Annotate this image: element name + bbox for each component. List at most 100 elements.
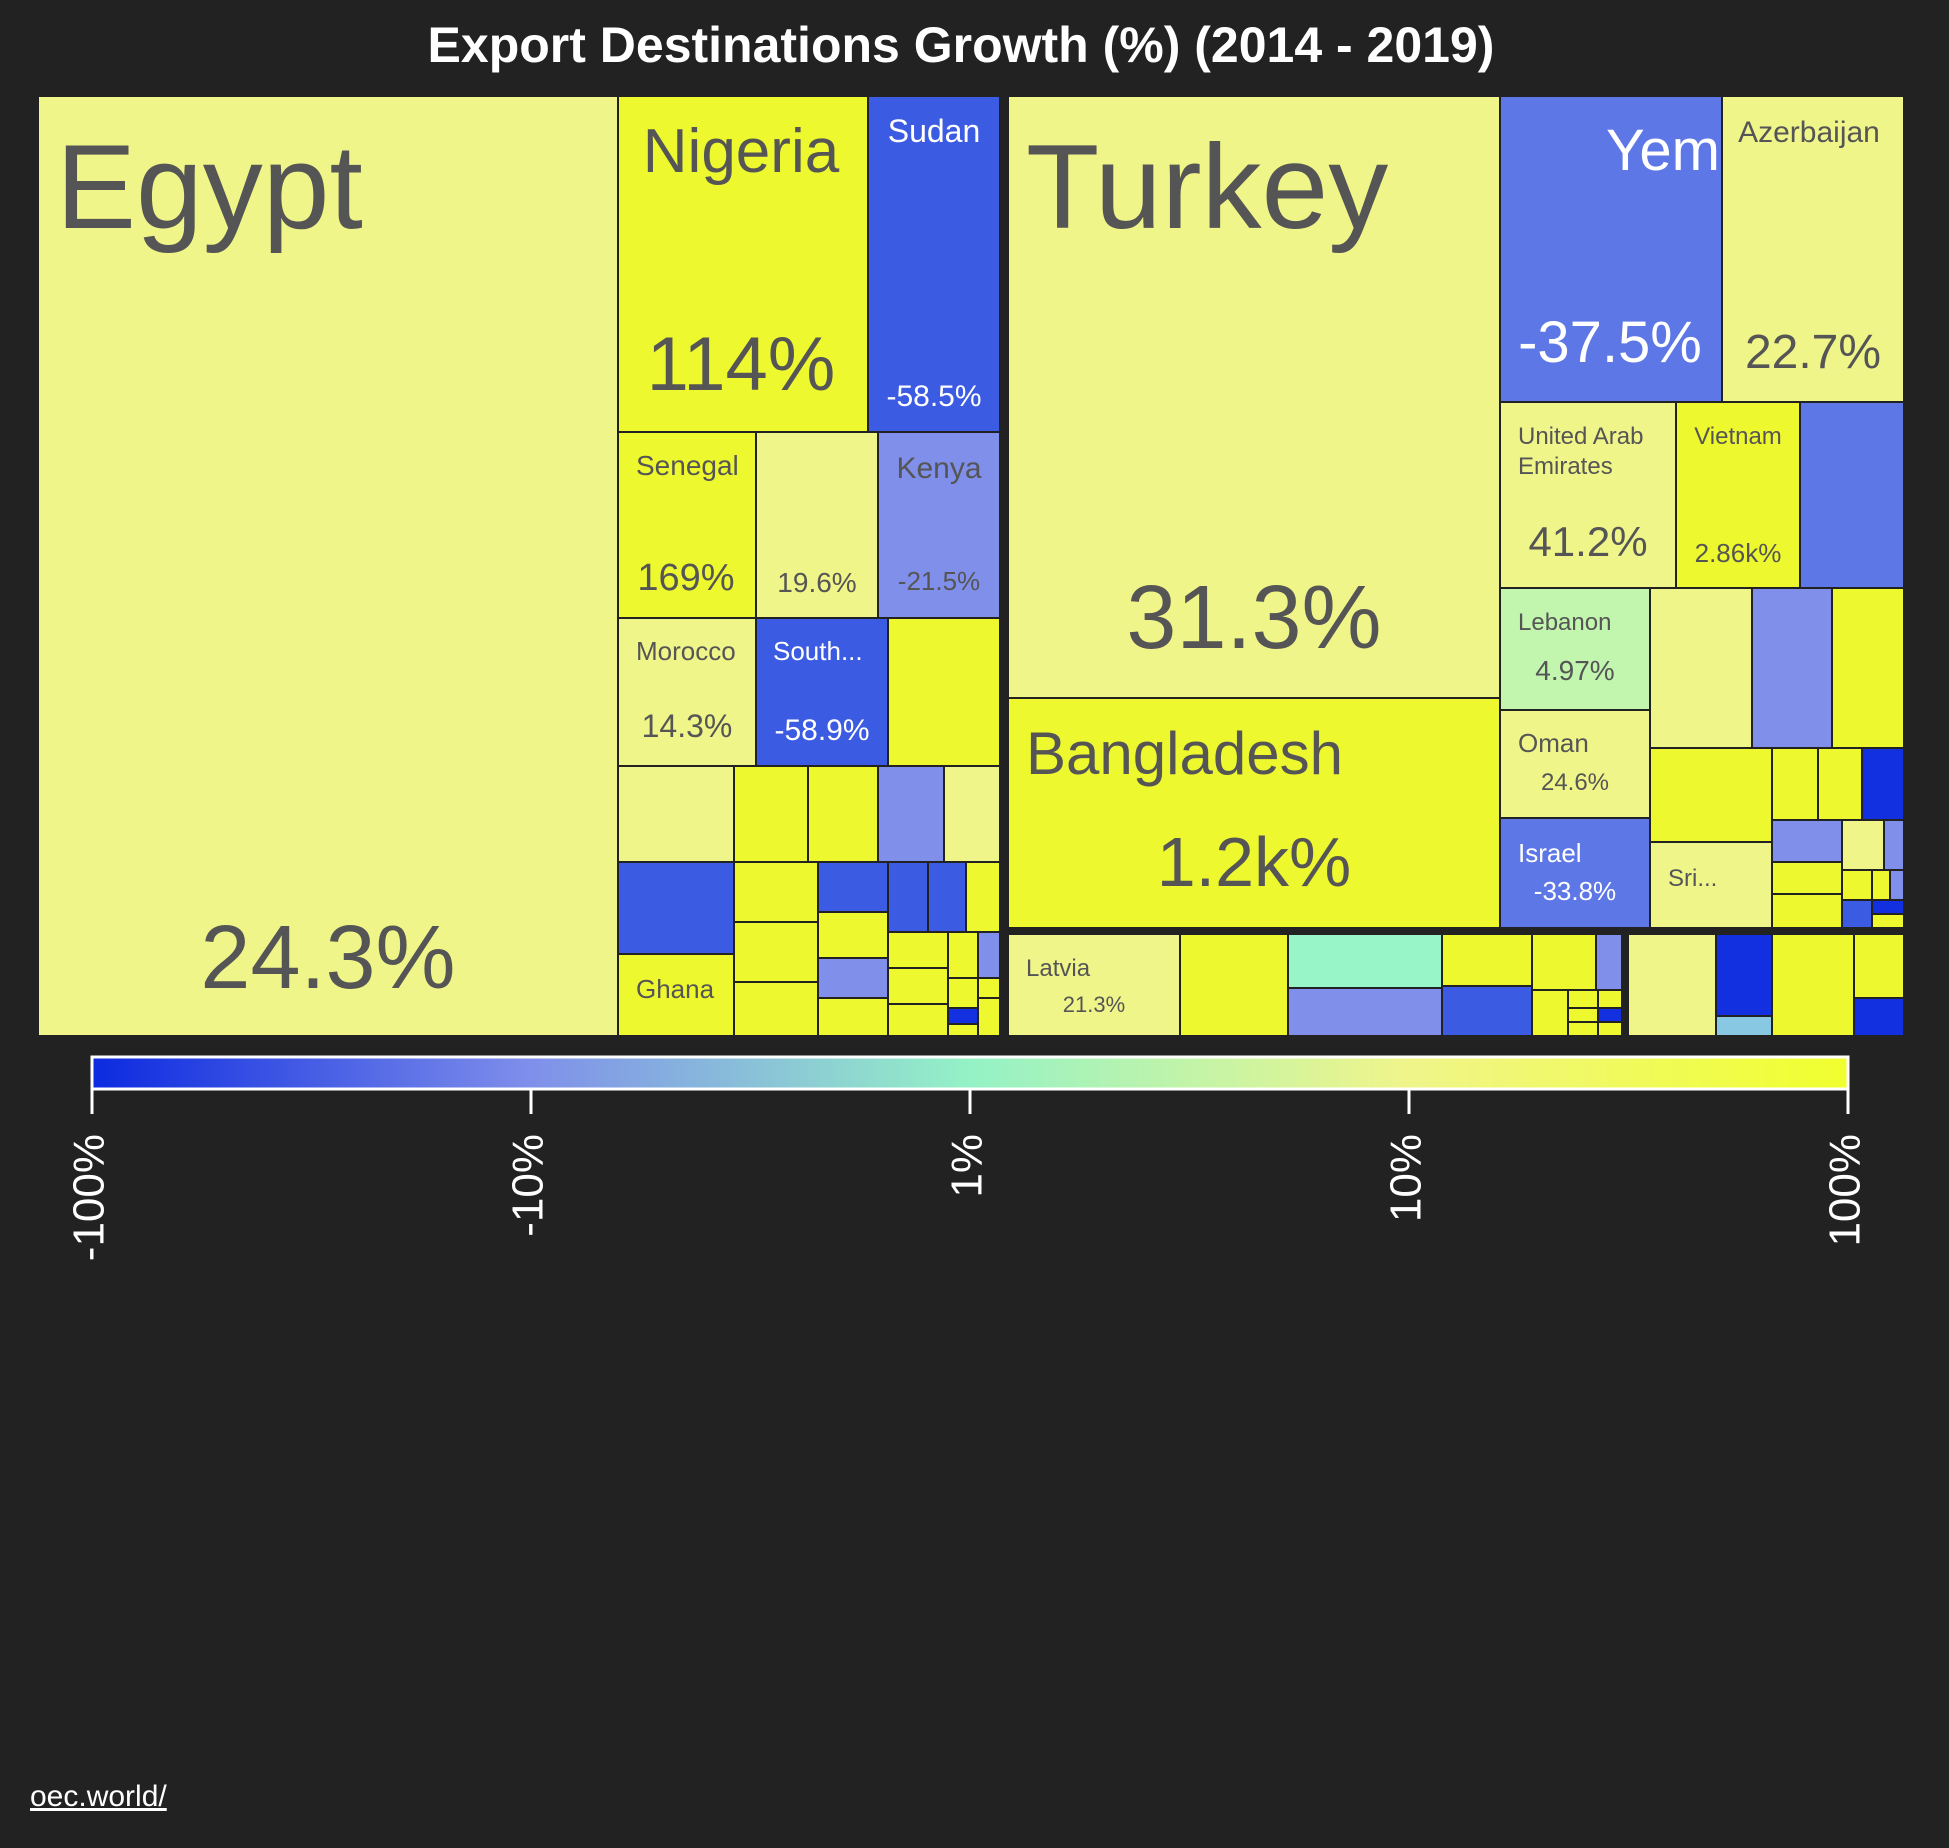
tile-south[interactable] bbox=[755, 617, 889, 767]
tile-lebanon[interactable] bbox=[1499, 587, 1651, 711]
tile-small[interactable] bbox=[1831, 587, 1905, 749]
tile-oman[interactable] bbox=[1499, 709, 1651, 819]
tile-small[interactable] bbox=[817, 861, 889, 913]
tile-small[interactable] bbox=[1841, 899, 1873, 929]
tile-small[interactable] bbox=[887, 1003, 949, 1037]
tile-value-sudan: -58.5% bbox=[886, 380, 981, 413]
tile-yemen[interactable] bbox=[1499, 95, 1723, 403]
tile-small[interactable] bbox=[947, 977, 979, 1009]
tile-turkey[interactable] bbox=[1007, 95, 1501, 699]
tile-small[interactable] bbox=[947, 1023, 979, 1037]
tile-small[interactable] bbox=[1771, 893, 1843, 929]
tile-small[interactable] bbox=[617, 765, 735, 863]
tile-small[interactable] bbox=[1441, 933, 1533, 987]
tile-latvia[interactable] bbox=[1007, 933, 1181, 1037]
tile-value-lebanon: 4.97% bbox=[1535, 655, 1614, 686]
tile-small[interactable] bbox=[977, 931, 1001, 979]
tile-sudan[interactable] bbox=[867, 95, 1001, 433]
tile-small[interactable] bbox=[887, 861, 929, 933]
tile-israel[interactable] bbox=[1499, 817, 1651, 929]
tile-united-arab-emirates[interactable] bbox=[1499, 401, 1677, 589]
tile-small[interactable] bbox=[1627, 933, 1717, 1037]
tile-small[interactable] bbox=[1799, 401, 1905, 589]
tile-small[interactable] bbox=[1179, 933, 1289, 1037]
tile-egypt[interactable] bbox=[37, 95, 619, 1037]
tile-small[interactable] bbox=[1715, 1015, 1773, 1037]
tile-small[interactable] bbox=[1597, 1021, 1623, 1037]
tile-small[interactable] bbox=[1567, 1021, 1599, 1037]
tile-senegal[interactable] bbox=[617, 431, 757, 619]
tile-small[interactable] bbox=[1751, 587, 1833, 749]
tile-value-vietnam: 2.86k% bbox=[1695, 538, 1782, 568]
tile-vietnam[interactable] bbox=[1675, 401, 1801, 589]
tile-small[interactable] bbox=[1649, 747, 1773, 843]
tile-small[interactable] bbox=[1853, 997, 1905, 1037]
tile-azerbaijan[interactable] bbox=[1721, 95, 1905, 403]
tile-small[interactable] bbox=[1567, 989, 1599, 1009]
tile-value-unlabeled: 19.6% bbox=[777, 567, 856, 598]
tile-label-lebanon: Lebanon bbox=[1518, 609, 1611, 636]
tile-small[interactable] bbox=[817, 957, 889, 999]
tile-small[interactable] bbox=[965, 861, 1001, 933]
tile-small[interactable] bbox=[617, 861, 735, 955]
tile-label-egypt: Egypt bbox=[56, 120, 363, 254]
tile-small[interactable] bbox=[1597, 1007, 1623, 1023]
tile-small[interactable] bbox=[733, 981, 819, 1037]
tile-small[interactable] bbox=[927, 861, 967, 933]
tile-small[interactable] bbox=[977, 977, 1001, 999]
tile-small[interactable] bbox=[1871, 899, 1905, 915]
tile-small[interactable] bbox=[733, 921, 819, 983]
tile-small[interactable] bbox=[1441, 985, 1533, 1037]
tile-small[interactable] bbox=[1595, 933, 1623, 991]
tile-small[interactable] bbox=[1771, 861, 1843, 895]
tile-small[interactable] bbox=[1287, 933, 1443, 989]
tile-value-israel: -33.8% bbox=[1534, 876, 1616, 906]
tile-small[interactable] bbox=[733, 861, 819, 923]
tile-ghana[interactable] bbox=[617, 953, 735, 1037]
tile-small[interactable] bbox=[1771, 819, 1843, 863]
tile-small[interactable] bbox=[1771, 933, 1855, 1037]
tile-small[interactable] bbox=[977, 997, 1001, 1037]
tile-small[interactable] bbox=[1567, 1007, 1599, 1023]
color-scale-tick-label: 10% bbox=[1382, 1134, 1431, 1222]
tile-small[interactable] bbox=[1853, 933, 1905, 999]
tile-small[interactable] bbox=[1871, 913, 1905, 929]
tile-small[interactable] bbox=[943, 765, 1001, 863]
tile-small[interactable] bbox=[733, 765, 809, 863]
tile-small[interactable] bbox=[1287, 987, 1443, 1037]
tile-nigeria[interactable] bbox=[617, 95, 869, 433]
tile-small[interactable] bbox=[1861, 747, 1905, 821]
tile-label-oman: Oman bbox=[1518, 728, 1589, 758]
color-scale-tick-label: -10% bbox=[504, 1134, 553, 1237]
tile-small[interactable] bbox=[1649, 587, 1753, 749]
source-link[interactable]: oec.world/ bbox=[30, 1780, 167, 1813]
tile-small[interactable] bbox=[1871, 869, 1891, 901]
color-scale-tick-label: -100% bbox=[65, 1134, 114, 1261]
tile-small[interactable] bbox=[1715, 933, 1773, 1017]
color-scale-legend: -100% -10% 1% 10% 100% bbox=[65, 1055, 1870, 1261]
tile-value-yemen: -37.5% bbox=[1518, 310, 1702, 375]
tile-small[interactable] bbox=[1841, 819, 1885, 871]
tile-small[interactable] bbox=[887, 931, 949, 969]
tile-small[interactable] bbox=[947, 1007, 979, 1025]
tile-small[interactable] bbox=[887, 617, 1001, 767]
tile-small[interactable] bbox=[1889, 869, 1905, 901]
tile-sri[interactable] bbox=[1649, 841, 1773, 929]
tile-small[interactable] bbox=[947, 931, 979, 979]
tile-small[interactable] bbox=[817, 997, 889, 1037]
tile-value-oman: 24.6% bbox=[1541, 769, 1609, 796]
tile-small[interactable] bbox=[1883, 819, 1905, 871]
tile-small[interactable] bbox=[877, 765, 945, 863]
tile-small[interactable] bbox=[1597, 989, 1623, 1009]
tile-small[interactable] bbox=[1771, 747, 1819, 821]
tile-small[interactable] bbox=[1817, 747, 1863, 821]
tile-small[interactable] bbox=[887, 967, 949, 1005]
tile-small[interactable] bbox=[1531, 933, 1597, 991]
tile-small[interactable] bbox=[1841, 869, 1873, 901]
tile-kenya[interactable] bbox=[877, 431, 1001, 619]
tile-unlabeled[interactable] bbox=[755, 431, 879, 619]
tile-small[interactable] bbox=[817, 911, 889, 959]
tile-small[interactable] bbox=[1531, 989, 1569, 1037]
tile-small[interactable] bbox=[807, 765, 879, 863]
